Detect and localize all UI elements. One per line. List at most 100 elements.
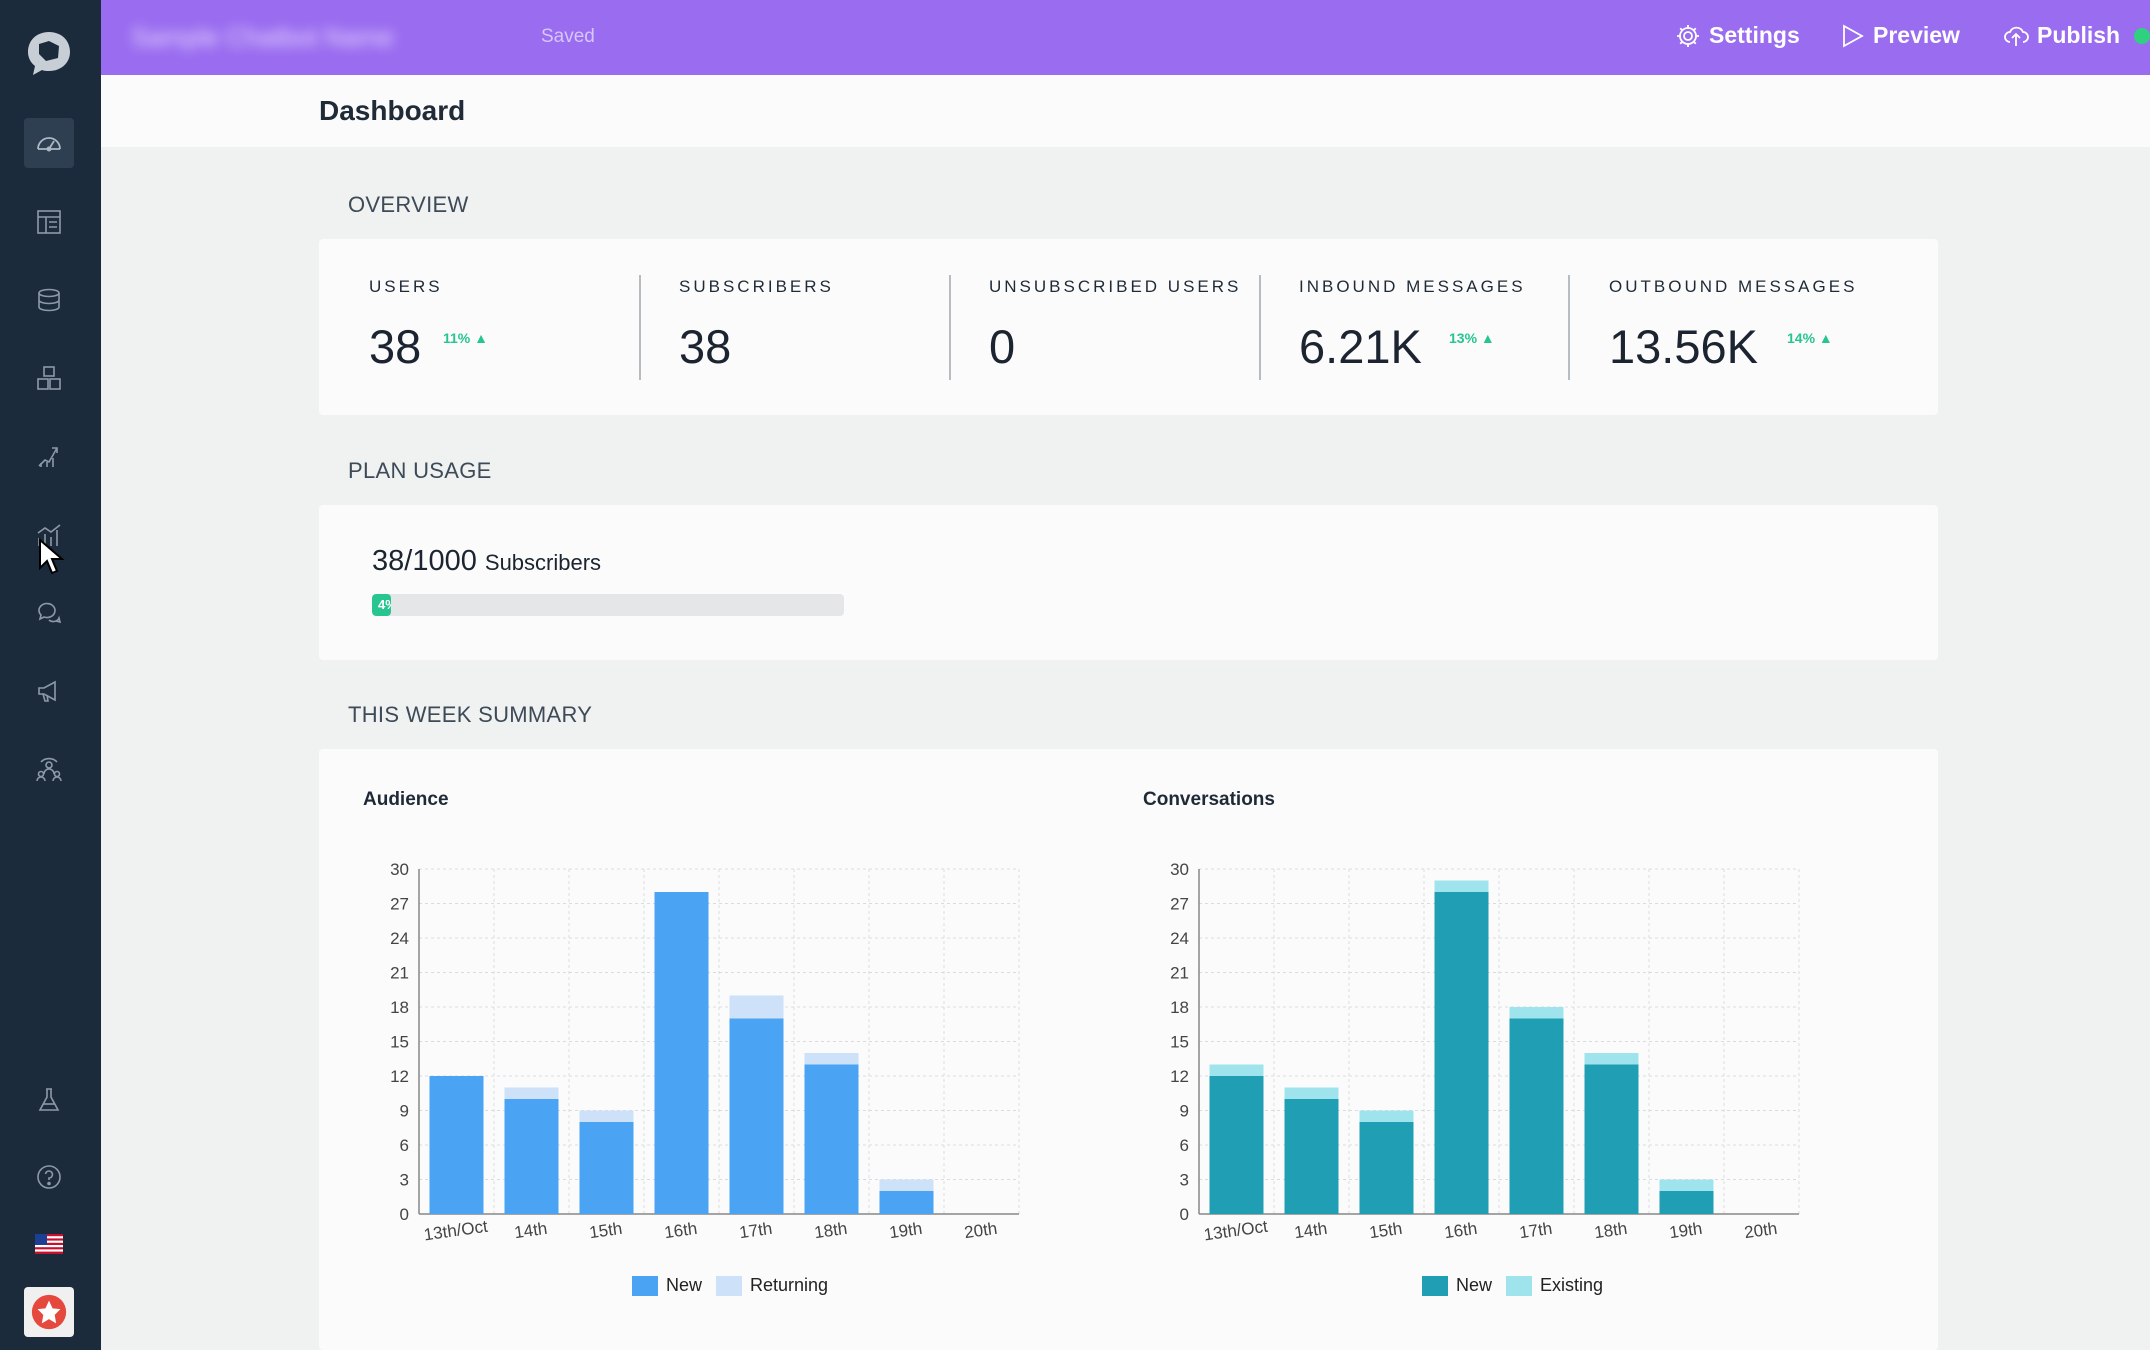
- avatar[interactable]: [24, 1287, 74, 1337]
- legend-item-new[interactable]: New: [632, 1275, 702, 1296]
- stat-value: 38: [679, 320, 732, 373]
- sidebar-item-labs[interactable]: [24, 1075, 74, 1125]
- legend-label: New: [666, 1275, 703, 1295]
- page-header: Dashboard: [101, 75, 2150, 147]
- bar-existing-5[interactable]: [1584, 1053, 1639, 1065]
- help-icon: [37, 1165, 61, 1189]
- x-tick-label: 14th: [1293, 1219, 1328, 1242]
- preview-button[interactable]: Preview: [1839, 22, 1960, 49]
- database-icon: [38, 288, 60, 312]
- sidebar: [0, 0, 101, 1350]
- bar-new-0[interactable]: [429, 1076, 484, 1214]
- bar-new-4[interactable]: [729, 1018, 784, 1215]
- y-tick-label: 12: [1170, 1067, 1189, 1086]
- bar-new-1[interactable]: [504, 1099, 559, 1214]
- conversations-chart: 0 3 6 9 12 15 18 21 24 27 30 13th/Oct 14th 15th 16th 17…: [1170, 860, 1800, 1244]
- bar-new-2[interactable]: [579, 1122, 634, 1214]
- x-tick-label: 20th: [963, 1219, 998, 1242]
- bar-new-4[interactable]: [1509, 1018, 1564, 1215]
- stat-subscribers: SUBSCRIBERS 38: [629, 239, 939, 415]
- legend-item-new[interactable]: New: [1422, 1275, 1492, 1296]
- usage-count-value: 38/1000: [372, 545, 477, 577]
- bar-existing-4[interactable]: [1509, 1007, 1564, 1019]
- stat-label: UNSUBSCRIBED USERS: [989, 277, 1242, 296]
- bar-new-6[interactable]: [879, 1191, 934, 1214]
- legend-label: New: [1456, 1275, 1493, 1295]
- bar-existing-2[interactable]: [1359, 1110, 1414, 1123]
- bar-returning-2[interactable]: [579, 1110, 634, 1123]
- stat-unsubscribed-users: UNSUBSCRIBED USERS 0: [939, 239, 1249, 415]
- bar-existing-1[interactable]: [1284, 1087, 1339, 1100]
- usage-count: 38/1000 Subscribers: [372, 545, 601, 578]
- settings-button[interactable]: Settings: [1675, 22, 1800, 49]
- y-tick-label: 15: [1170, 1033, 1189, 1052]
- y-tick-label: 3: [400, 1171, 409, 1190]
- legend-swatch: [1506, 1275, 1533, 1296]
- stat-value: 6.21K: [1299, 320, 1422, 373]
- y-tick-label: 12: [390, 1067, 409, 1086]
- bar-returning-4[interactable]: [729, 995, 784, 1019]
- bar-returning-5[interactable]: [804, 1053, 859, 1065]
- x-tick-label: 16th: [663, 1219, 698, 1242]
- bot-name[interactable]: Sample Chatbot Name: [131, 22, 395, 52]
- legend-swatch: [716, 1275, 743, 1296]
- top-bar: Sample Chatbot Name Saved Settings Previ…: [101, 0, 2150, 75]
- bar-new-2[interactable]: [1359, 1122, 1414, 1214]
- bar-existing-6[interactable]: [1659, 1179, 1714, 1192]
- flask-icon: [38, 1088, 60, 1111]
- y-tick-label: 21: [390, 964, 409, 983]
- sidebar-item-database[interactable]: [24, 275, 74, 325]
- publish-status-dot: [2134, 27, 2150, 44]
- sidebar-item-help[interactable]: [24, 1152, 74, 1202]
- bar-new-0[interactable]: [1209, 1076, 1264, 1214]
- legend-label: Returning: [750, 1275, 829, 1295]
- layout-icon: [37, 210, 61, 234]
- y-tick-label: 15: [390, 1033, 409, 1052]
- sidebar-item-inbox[interactable]: [24, 588, 74, 638]
- sidebar-item-builder[interactable]: [24, 197, 74, 247]
- bar-new-3[interactable]: [1434, 892, 1489, 1214]
- x-tick-label: 20th: [1743, 1219, 1778, 1242]
- y-tick-label: 6: [400, 1136, 409, 1155]
- bar-returning-1[interactable]: [504, 1087, 559, 1100]
- legend-item-existing[interactable]: Existing: [1506, 1275, 1603, 1296]
- stat-divider: [639, 275, 641, 380]
- bar-new-6[interactable]: [1659, 1191, 1714, 1214]
- publish-button[interactable]: Publish: [2003, 22, 2150, 49]
- sidebar-item-growth[interactable]: [24, 431, 74, 481]
- sidebar-item-dashboard[interactable]: [24, 118, 74, 168]
- bar-new-1[interactable]: [1284, 1099, 1339, 1214]
- cloud-upload-icon: [2004, 26, 2029, 46]
- legend-item-returning[interactable]: Returning: [716, 1275, 828, 1296]
- y-tick-label: 24: [390, 929, 409, 948]
- bar-new-5[interactable]: [804, 1064, 859, 1215]
- x-tick-label: 15th: [588, 1219, 623, 1242]
- settings-label: Settings: [1709, 22, 1800, 48]
- week-summary-section-title: THIS WEEK SUMMARY: [348, 702, 593, 727]
- y-tick-label: 0: [1180, 1205, 1189, 1224]
- sidebar-item-integrations[interactable]: [24, 353, 74, 403]
- bar-existing-0[interactable]: [1209, 1064, 1264, 1077]
- overview-section-title: OVERVIEW: [348, 192, 469, 217]
- x-tick-label: 19th: [1668, 1219, 1703, 1242]
- stat-change-badge: 11% ▲: [443, 330, 488, 346]
- sidebar-item-audience[interactable]: [24, 745, 74, 795]
- x-tick-label: 15th: [1368, 1219, 1403, 1242]
- y-tick-label: 6: [1180, 1136, 1189, 1155]
- plan-usage-card: 38/1000 Subscribers 4%: [319, 505, 1938, 660]
- y-tick-label: 9: [1180, 1102, 1189, 1121]
- x-tick-label: 18th: [813, 1219, 848, 1242]
- x-tick-label: 19th: [888, 1219, 923, 1242]
- x-tick-label: 16th: [1443, 1219, 1478, 1242]
- brand-logo-icon[interactable]: [24, 28, 74, 78]
- bar-existing-3[interactable]: [1434, 880, 1489, 893]
- y-tick-label: 30: [390, 860, 409, 879]
- sidebar-item-broadcast[interactable]: [24, 666, 74, 716]
- bar-new-3[interactable]: [654, 892, 709, 1214]
- bar-new-5[interactable]: [1584, 1064, 1639, 1215]
- conversations-chart-title: Conversations: [1143, 789, 1275, 810]
- audience-chart: 0 3 6 9 12 15 18 21 24 27 30 13th/Oct 14th 15th 16th 17…: [390, 860, 1020, 1244]
- stat-label: SUBSCRIBERS: [679, 277, 834, 296]
- sidebar-item-language[interactable]: [24, 1219, 74, 1269]
- bar-returning-6[interactable]: [879, 1179, 934, 1192]
